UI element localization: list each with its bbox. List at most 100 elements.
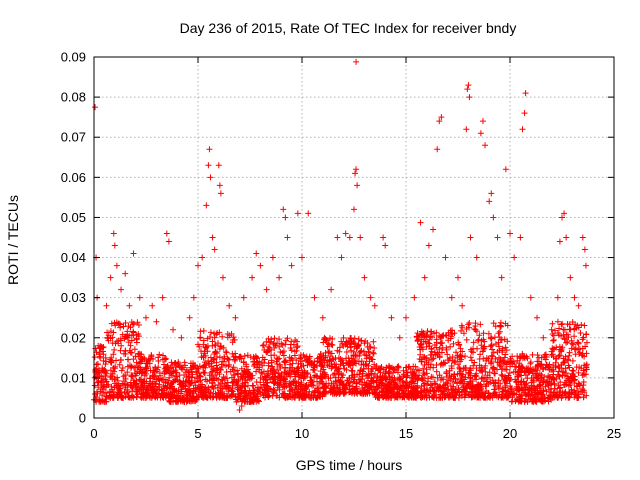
data-point [138, 366, 145, 373]
data-point [127, 365, 134, 372]
data-point [293, 357, 300, 364]
data-point [99, 397, 106, 404]
x-tick-label: 25 [607, 426, 621, 441]
data-point [340, 388, 347, 395]
data-point [266, 339, 273, 346]
data-point [436, 118, 443, 125]
data-point [154, 385, 161, 392]
data-point [270, 389, 277, 396]
data-point [462, 353, 469, 360]
data-point [157, 375, 164, 382]
data-point [123, 333, 130, 340]
data-point [370, 338, 377, 345]
data-point [230, 364, 237, 371]
data-point [319, 375, 326, 382]
data-point [222, 348, 229, 355]
data-point [217, 387, 224, 394]
data-point [95, 342, 102, 349]
data-point [495, 339, 502, 346]
data-point [322, 336, 329, 343]
data-point [241, 352, 248, 359]
data-point [315, 386, 322, 393]
data-point [490, 320, 497, 327]
data-point [160, 352, 167, 359]
data-point [313, 373, 320, 380]
data-point [376, 366, 383, 373]
data-point [502, 351, 509, 358]
data-point [134, 319, 141, 326]
data-point [261, 387, 268, 394]
data-point [496, 334, 503, 341]
data-point [303, 353, 310, 360]
data-point [280, 352, 287, 359]
data-point [334, 366, 341, 373]
data-point [152, 365, 159, 372]
data-point [568, 337, 575, 344]
data-point [170, 398, 177, 405]
data-point [216, 393, 223, 400]
data-point [201, 362, 208, 369]
data-point [254, 393, 261, 400]
data-point [561, 326, 568, 333]
data-point [117, 337, 124, 344]
data-point [245, 369, 252, 376]
data-point [357, 234, 364, 241]
data-point [488, 342, 495, 349]
data-point [105, 337, 112, 344]
data-point [549, 391, 556, 398]
y-tick-label: 0.02 [61, 330, 86, 345]
data-point [257, 262, 264, 269]
data-point [195, 378, 202, 385]
data-point [563, 392, 570, 399]
data-point [460, 386, 467, 393]
data-point [484, 378, 491, 385]
data-point [246, 398, 253, 405]
data-point [178, 334, 185, 341]
data-point [174, 376, 181, 383]
data-point [329, 342, 336, 349]
data-point [166, 374, 173, 381]
data-point [368, 378, 375, 385]
data-point [418, 383, 425, 390]
data-point [421, 394, 428, 401]
data-point [242, 392, 249, 399]
data-point [519, 387, 526, 394]
data-point [469, 378, 476, 385]
data-point [496, 328, 503, 335]
data-point [456, 353, 463, 360]
data-point [515, 364, 522, 371]
data-point [437, 394, 444, 401]
data-point [395, 376, 402, 383]
data-point [474, 390, 481, 397]
data-point [343, 349, 350, 356]
data-point [550, 371, 557, 378]
data-point [414, 330, 421, 337]
data-point [120, 394, 127, 401]
data-point [274, 366, 281, 373]
data-point [356, 352, 363, 359]
data-point [334, 234, 341, 241]
data-point [521, 382, 528, 389]
data-point [91, 354, 98, 361]
data-point [553, 344, 560, 351]
data-point [337, 358, 344, 365]
data-point [366, 358, 373, 365]
y-axis-label: ROTI / TECUs [5, 195, 21, 285]
data-point [176, 381, 183, 388]
data-point [502, 344, 509, 351]
data-point [346, 386, 353, 393]
data-point [571, 294, 578, 301]
data-point [160, 394, 167, 401]
data-point [440, 382, 447, 389]
data-point [277, 349, 284, 356]
data-point [503, 359, 510, 366]
data-point [443, 346, 450, 353]
data-point [543, 361, 550, 368]
data-point [564, 321, 571, 328]
data-point [562, 379, 569, 386]
data-point [488, 190, 495, 197]
data-point [361, 379, 368, 386]
data-point [464, 381, 471, 388]
data-point [258, 369, 265, 376]
data-point [322, 385, 329, 392]
